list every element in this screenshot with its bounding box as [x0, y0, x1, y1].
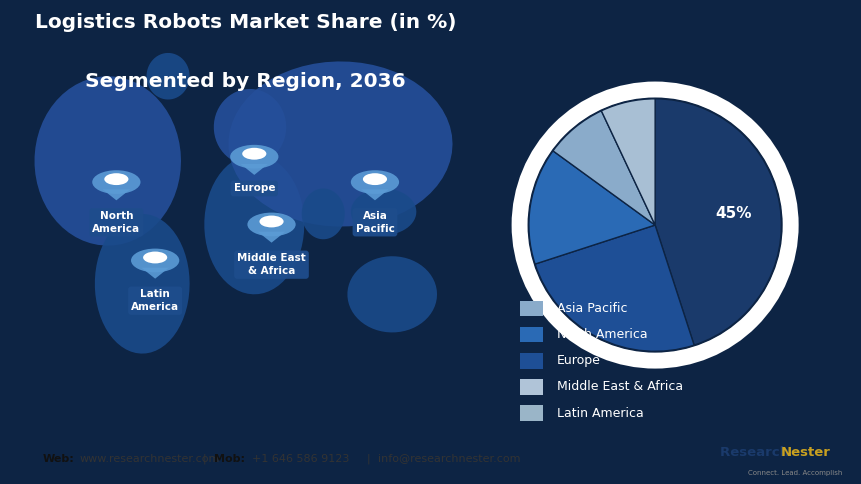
Text: Asia
Pacific: Asia Pacific [355, 211, 394, 234]
FancyBboxPatch shape [519, 327, 542, 343]
Polygon shape [34, 76, 181, 245]
Circle shape [350, 170, 399, 194]
Text: |: | [202, 454, 206, 464]
Circle shape [104, 173, 128, 185]
Circle shape [230, 145, 278, 168]
FancyBboxPatch shape [519, 353, 542, 369]
Text: info@researchnester.com: info@researchnester.com [377, 454, 519, 464]
Text: Research: Research [719, 446, 792, 459]
Polygon shape [361, 189, 388, 200]
Circle shape [259, 215, 283, 227]
Polygon shape [301, 188, 344, 239]
Text: Segmented by Region, 2036: Segmented by Region, 2036 [85, 72, 406, 91]
Polygon shape [347, 256, 437, 333]
Circle shape [143, 252, 167, 263]
Circle shape [131, 249, 179, 272]
Polygon shape [204, 154, 304, 294]
Text: Asia Pacific: Asia Pacific [556, 302, 626, 315]
Text: North
America: North America [92, 211, 140, 234]
Wedge shape [601, 99, 654, 225]
Polygon shape [240, 164, 268, 175]
Polygon shape [146, 53, 189, 100]
Text: 45%: 45% [715, 206, 752, 221]
Text: Latin
America: Latin America [131, 289, 179, 312]
Polygon shape [95, 214, 189, 354]
Text: +1 646 586 9123: +1 646 586 9123 [251, 454, 349, 464]
Text: Web:: Web: [43, 454, 75, 464]
Text: |: | [366, 454, 369, 464]
Text: Middle East
& Africa: Middle East & Africa [237, 254, 306, 276]
Text: Europe: Europe [556, 354, 600, 367]
Text: North America: North America [556, 328, 647, 341]
Text: Nester: Nester [780, 446, 830, 459]
Wedge shape [535, 225, 693, 351]
Polygon shape [214, 89, 286, 165]
FancyBboxPatch shape [519, 301, 542, 317]
Circle shape [242, 148, 266, 160]
Polygon shape [350, 188, 416, 235]
Polygon shape [141, 268, 169, 279]
FancyBboxPatch shape [519, 405, 542, 421]
Wedge shape [529, 151, 654, 264]
Circle shape [362, 173, 387, 185]
Polygon shape [257, 232, 285, 242]
Polygon shape [228, 61, 452, 227]
Polygon shape [102, 189, 130, 200]
Text: Middle East & Africa: Middle East & Africa [556, 380, 682, 393]
Text: Europe: Europe [233, 183, 275, 194]
Text: Mob:: Mob: [214, 454, 245, 464]
Text: www.researchnester.com: www.researchnester.com [79, 454, 220, 464]
Circle shape [527, 97, 782, 353]
Circle shape [247, 212, 295, 236]
Circle shape [92, 170, 140, 194]
Wedge shape [654, 99, 780, 345]
Circle shape [511, 81, 797, 369]
FancyBboxPatch shape [519, 379, 542, 395]
Text: Latin America: Latin America [556, 407, 642, 420]
Wedge shape [553, 111, 654, 225]
Text: Logistics Robots Market Share (in %): Logistics Robots Market Share (in %) [35, 13, 455, 32]
Text: Connect. Lead. Accomplish: Connect. Lead. Accomplish [747, 470, 841, 476]
